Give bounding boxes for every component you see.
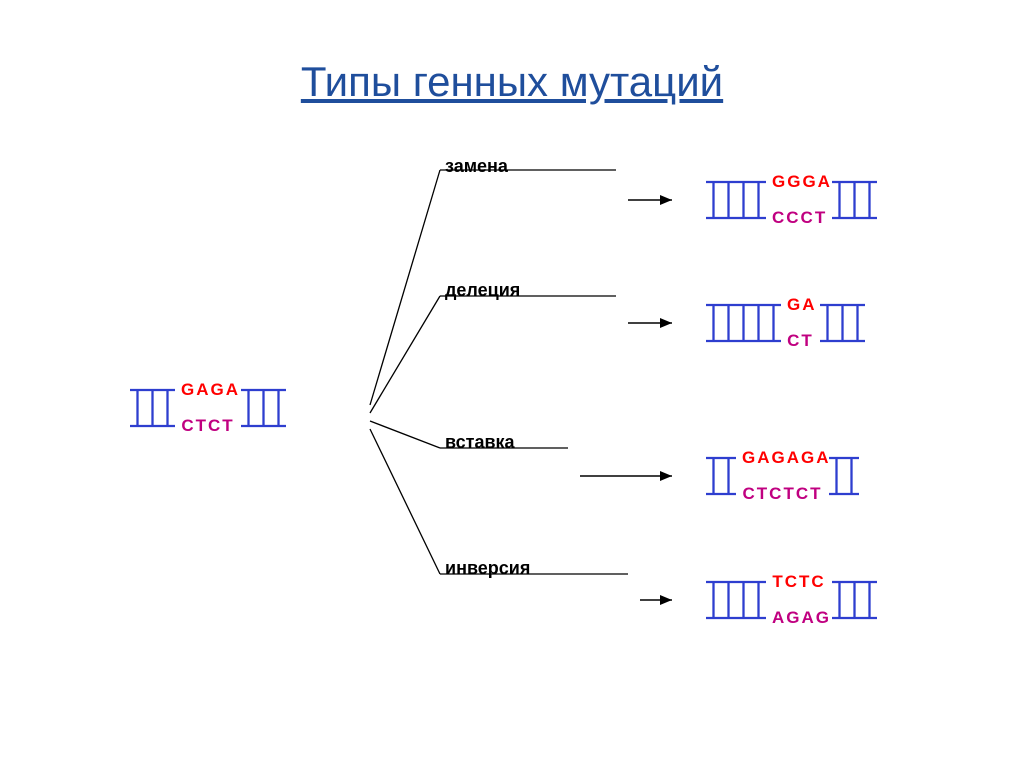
mutation-label-2: вставка bbox=[445, 432, 515, 453]
dna-bottom-seq-mut-3: AGAG bbox=[772, 609, 826, 626]
mutation-label-3: инверсия bbox=[445, 558, 530, 579]
diagram-canvas bbox=[0, 0, 1024, 767]
dna-bottom-seq-mut-1: CT bbox=[787, 332, 814, 349]
dna-bottom-seq-mut-2: CTCTCT bbox=[742, 485, 823, 502]
dna-top-seq-mut-1: GA bbox=[787, 296, 814, 313]
dna-top-seq-mut-0: GGGA bbox=[772, 173, 826, 190]
mutation-label-0: замена bbox=[445, 156, 508, 177]
dna-bottom-seq-original: CTCT bbox=[181, 417, 235, 434]
dna-top-seq-original: GAGA bbox=[181, 381, 235, 398]
dna-bottom-seq-mut-0: CCCT bbox=[772, 209, 826, 226]
mutation-label-1: делеция bbox=[445, 280, 520, 301]
dna-top-seq-mut-2: GAGAGA bbox=[742, 449, 823, 466]
dna-top-seq-mut-3: TCTC bbox=[772, 573, 826, 590]
